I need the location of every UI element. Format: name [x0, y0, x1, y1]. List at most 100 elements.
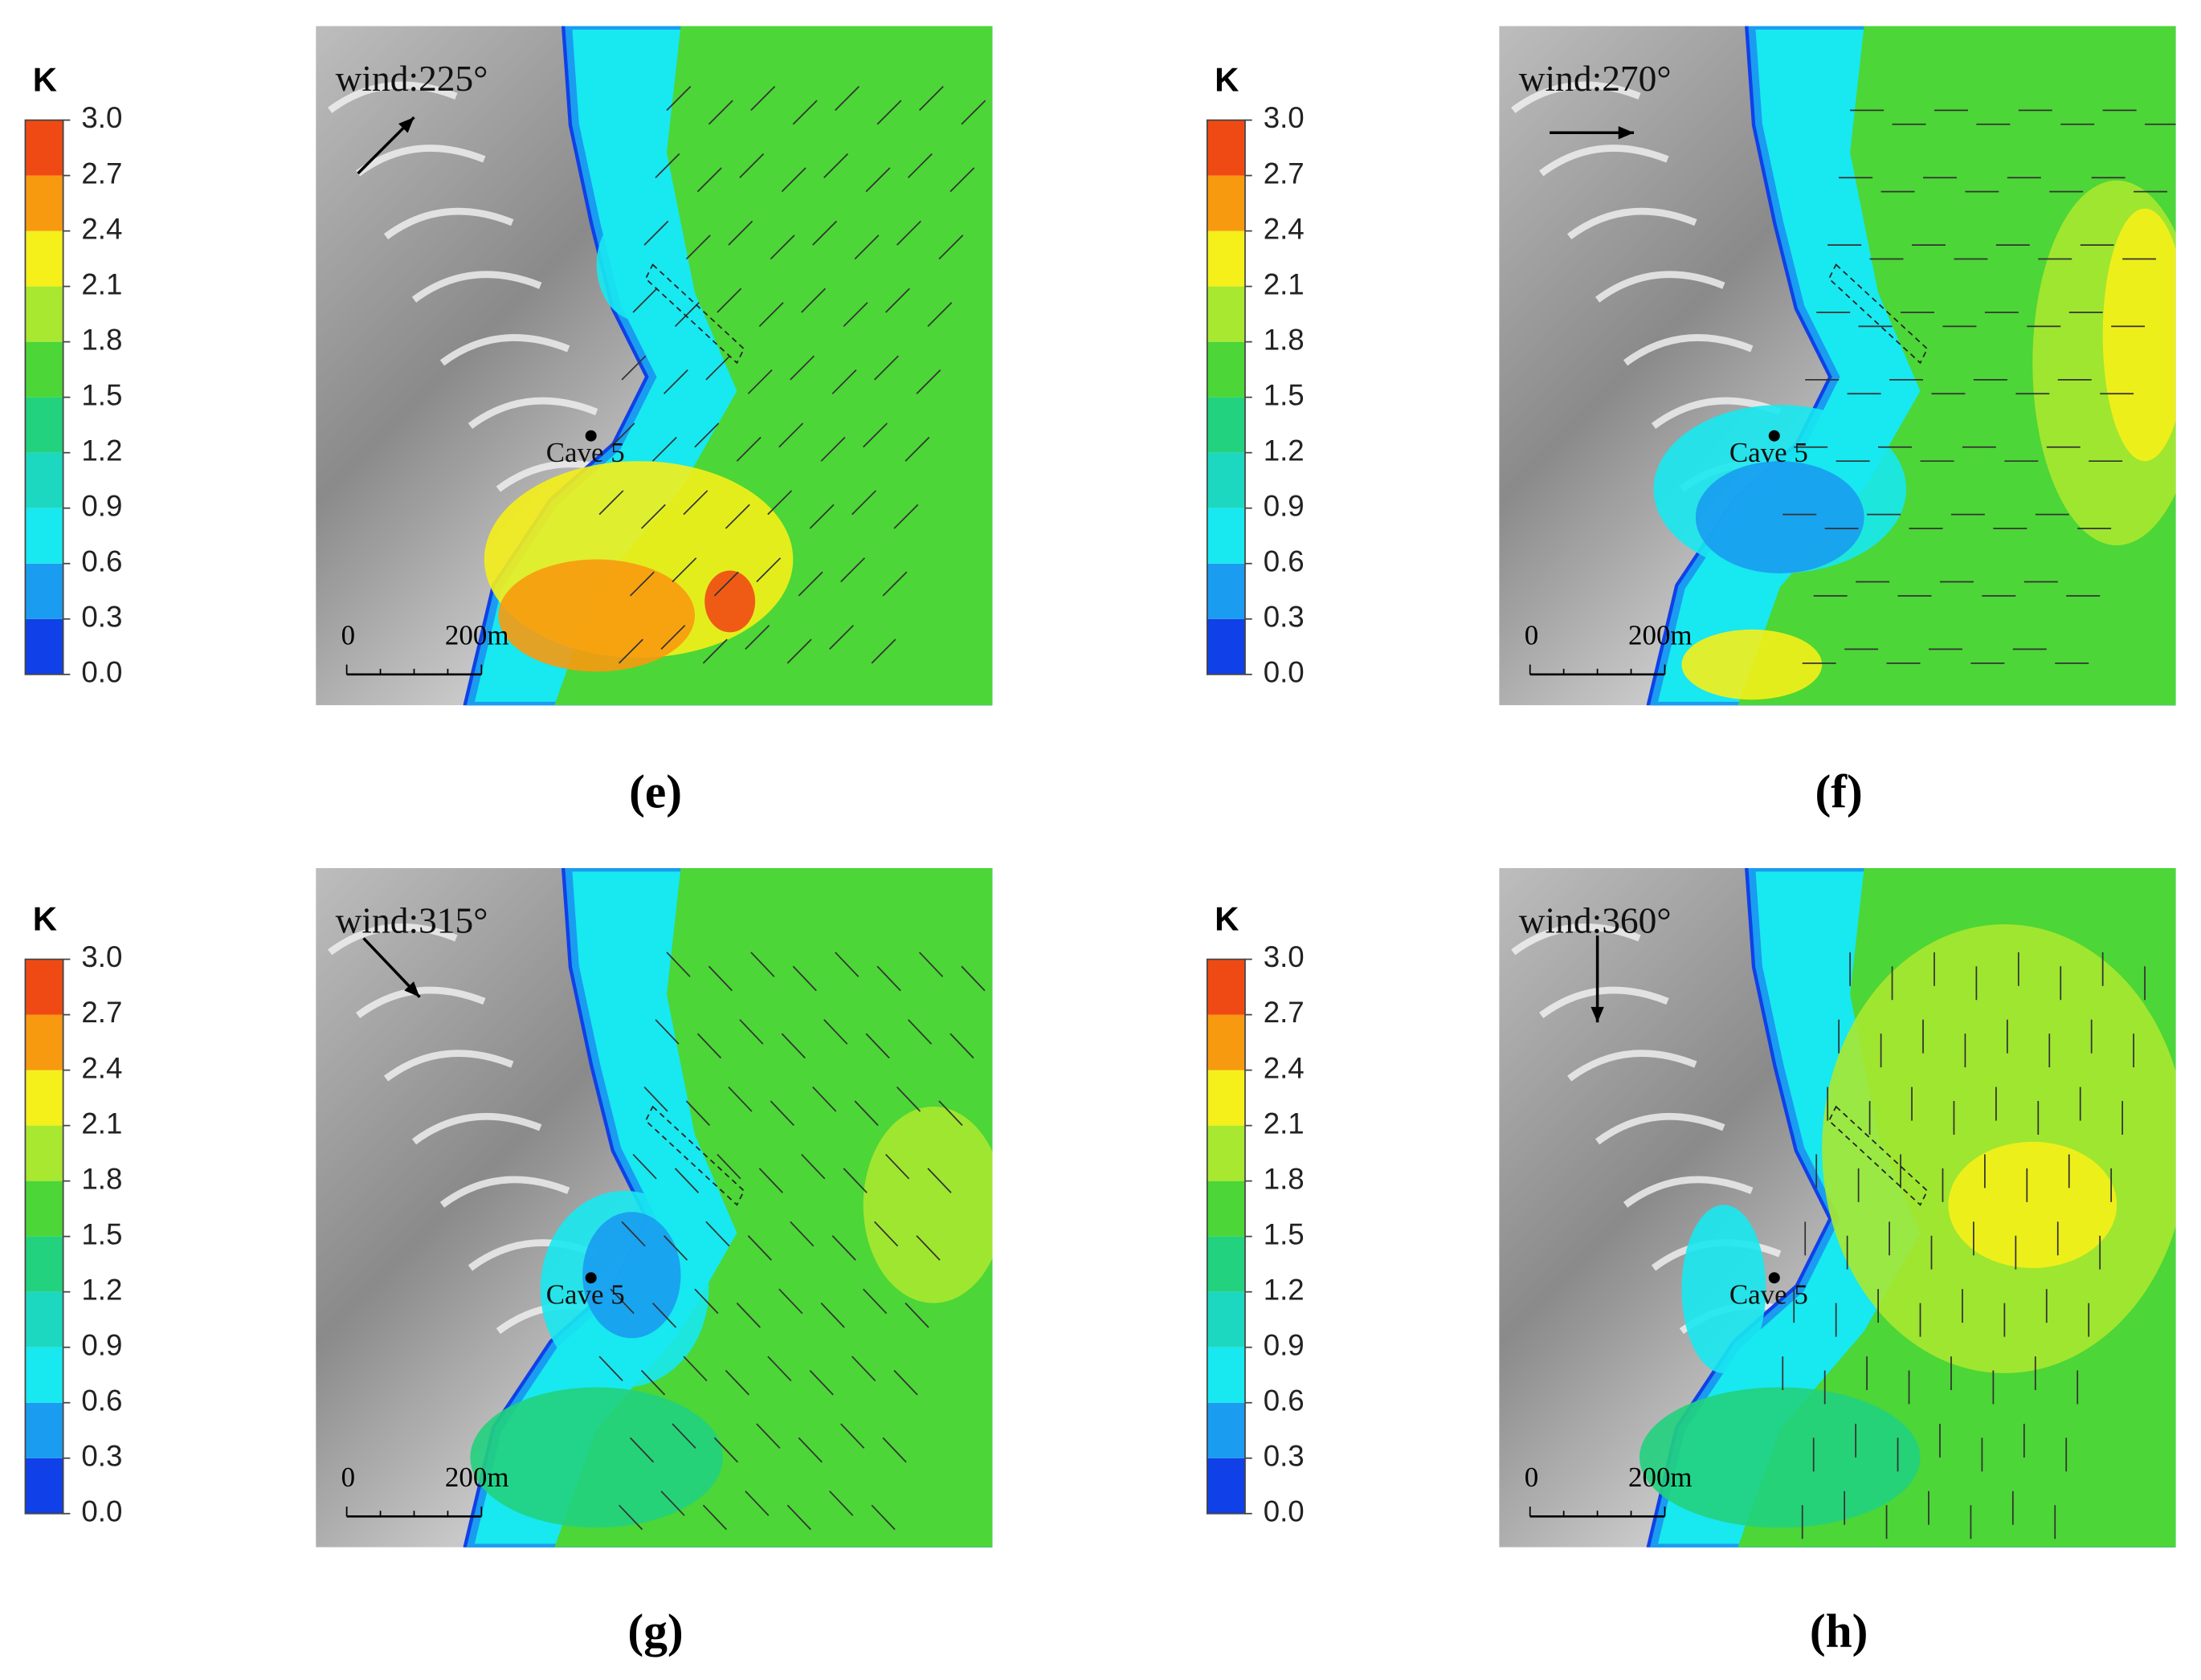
flow-vector — [663, 369, 688, 394]
flow-vector — [851, 1356, 876, 1382]
flow-vector — [840, 557, 865, 583]
map-content — [1499, 867, 2176, 1547]
flow-vector — [801, 1153, 826, 1180]
colorbar-bin — [25, 120, 63, 176]
panel-label: (f) — [1815, 765, 1862, 818]
water-field — [554, 867, 993, 1547]
colorbar-bin — [1207, 175, 1245, 231]
colorbar-tick-label: 0.3 — [1264, 600, 1305, 633]
colorbar-tick-label: 1.8 — [81, 323, 122, 356]
flow-vector — [672, 557, 697, 583]
colorbar-bin — [1207, 1458, 1245, 1514]
field-patch — [582, 1212, 681, 1339]
wind-arrowhead — [398, 117, 414, 133]
flow-vector — [725, 1369, 749, 1396]
terrain-ridge — [411, 271, 542, 303]
site-marker — [585, 1272, 597, 1284]
panel: K 0.0 0.3 0.6 0.9 1.2 1.5 1.8 2.1 2.4 2.7 3.0 wind:3… — [24, 867, 993, 1657]
colorbar-bin — [25, 1291, 63, 1348]
terrain-ridge — [1511, 81, 1641, 113]
colorbar-bin — [1207, 618, 1245, 675]
colorbar-bin — [25, 1180, 63, 1237]
map-content — [1499, 26, 2176, 706]
colorbar-tick-label: 2.7 — [81, 157, 122, 190]
flow-vector — [812, 1086, 837, 1112]
flow-vector — [598, 490, 624, 516]
flow-vector — [666, 86, 692, 111]
wind-arrowhead — [1591, 1006, 1604, 1023]
colorbar-tick-label: 2.4 — [81, 212, 122, 245]
flow-vector — [896, 1086, 921, 1112]
flow-vector — [863, 1288, 888, 1315]
cave-outline — [1827, 263, 1929, 365]
colorbar-bin — [1207, 1291, 1245, 1348]
field-patch — [1948, 1141, 2117, 1268]
map: wind:360° Cave 5 0 200m — [1499, 867, 2176, 1547]
colorbar-bin — [25, 1347, 63, 1403]
flow-vector — [904, 1303, 929, 1328]
terrain-ridge — [1539, 145, 1669, 177]
map-content — [316, 867, 993, 1547]
flow-vector — [683, 490, 708, 516]
flow-vector — [904, 436, 930, 462]
flow-vector — [629, 1437, 655, 1463]
flow-vector — [610, 1288, 635, 1315]
colorbar-tick-label: 0.9 — [81, 489, 122, 522]
colorbar-bin — [1207, 1180, 1245, 1237]
flow-vector — [835, 952, 860, 977]
flow-vector — [843, 1168, 868, 1193]
flow-vector — [865, 167, 891, 193]
colorbar-bin — [25, 618, 63, 675]
panel: K 0.0 0.3 0.6 0.9 1.2 1.5 1.8 2.1 2.4 2.7 3.0 wind:3… — [1206, 867, 2176, 1657]
flow-vector — [660, 1490, 685, 1516]
flow-vector — [643, 220, 669, 246]
terrain-ridge — [328, 924, 458, 956]
colorbar-tick-label: 0.9 — [1264, 1328, 1305, 1361]
flow-vector — [781, 1033, 806, 1059]
colorbar-bin — [1207, 959, 1245, 1015]
colorbar-tick-label: 3.0 — [1264, 940, 1305, 973]
colorbar-bin — [1207, 563, 1245, 619]
terrain-ridge — [411, 1112, 542, 1145]
flow-vector — [660, 625, 686, 650]
colorbar-tick-label: 0.9 — [1264, 489, 1305, 522]
colorbar-tick-label: 2.1 — [81, 267, 122, 300]
flow-vector — [823, 153, 849, 178]
flow-vector — [812, 220, 838, 246]
flow-vector — [736, 1303, 761, 1328]
flow-vector — [666, 952, 691, 977]
flow-vector — [672, 1423, 696, 1449]
flow-vector — [747, 1235, 772, 1261]
flow-vector — [876, 965, 901, 992]
flow-vector — [790, 1221, 815, 1247]
colorbar-tick-label: 2.1 — [1264, 1107, 1305, 1140]
colorbar-tick-label: 1.8 — [81, 1162, 122, 1195]
flow-vector — [621, 355, 647, 381]
colorbar-tick-label: 2.7 — [81, 996, 122, 1029]
flow-vector — [696, 167, 722, 193]
colorbar-tick-label: 2.4 — [1264, 1051, 1305, 1084]
flow-vector — [863, 422, 888, 448]
flow-vector — [694, 1288, 719, 1315]
field-patch — [1640, 1387, 1921, 1528]
colorbar-tick-label: 0.9 — [81, 1328, 122, 1361]
wind-arrowhead — [1618, 126, 1635, 140]
flow-vector — [961, 100, 986, 125]
cave-outline — [644, 263, 745, 365]
colorbar-bin — [1207, 1402, 1245, 1458]
flow-vector — [874, 355, 899, 381]
colorbar-frame — [24, 958, 64, 1515]
flow-vector — [781, 167, 806, 193]
flow-vector — [831, 369, 857, 394]
flow-vector — [927, 1168, 952, 1193]
colorbar-bin — [25, 1402, 63, 1458]
terrain-ridge — [355, 145, 486, 177]
colorbar-tick-label: 3.0 — [81, 940, 122, 973]
site-marker — [585, 430, 597, 442]
flow-vector — [949, 167, 975, 193]
colorbar-bin — [25, 1125, 63, 1181]
colorbar-tick-label: 0.0 — [1264, 1494, 1305, 1527]
flow-vector — [739, 153, 765, 178]
colorbar-bin — [1207, 452, 1245, 508]
flow-vector — [835, 86, 860, 111]
